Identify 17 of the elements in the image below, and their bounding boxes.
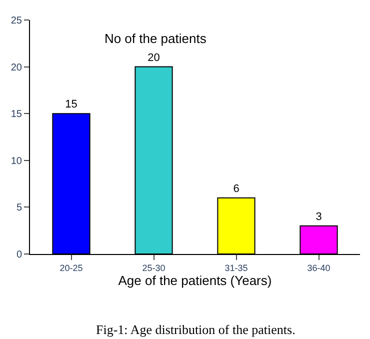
x-tick-label: 36-40 — [307, 262, 330, 273]
data-label: 15 — [65, 98, 78, 111]
x-axis-title: Age of the patients (Years) — [118, 272, 272, 288]
y-tick-label: 0 — [16, 250, 22, 260]
y-tick-label: 25 — [10, 16, 22, 26]
x-tick-label: 20-25 — [60, 262, 83, 273]
data-label: 6 — [233, 182, 240, 195]
x-tick-label: 31-35 — [224, 262, 248, 273]
text: Fig-1: Age distribution of the patients. — [96, 322, 296, 337]
x-tick-label: 25-30 — [142, 262, 166, 273]
text: No of the patients — [104, 31, 207, 46]
y-tick-label: 5 — [16, 202, 22, 214]
y-tick-label: 10 — [10, 156, 22, 167]
y-tick-label: 20 — [10, 62, 22, 74]
data-label: 20 — [148, 52, 160, 64]
y-tick-label: 15 — [10, 109, 22, 120]
data-label: 3 — [316, 210, 322, 223]
